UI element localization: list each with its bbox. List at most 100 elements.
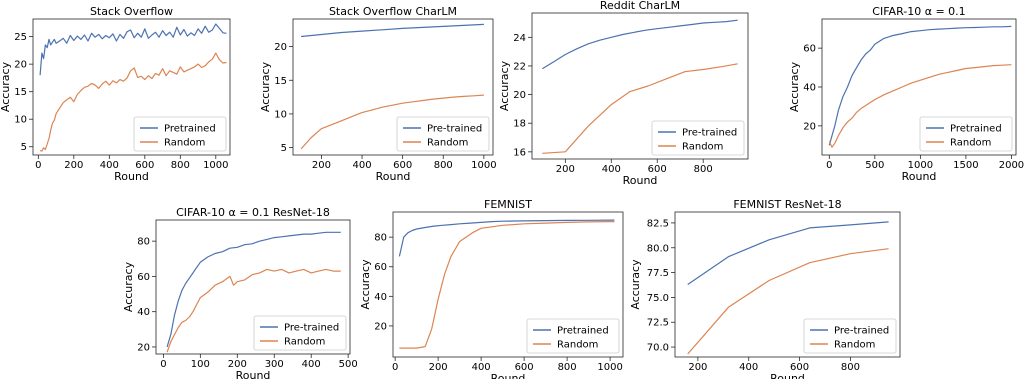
y-axis-label: Accuracy bbox=[0, 61, 12, 112]
chart-title: CIFAR-10 α = 0.1 ResNet-18 bbox=[176, 206, 330, 219]
x-tick-label: 200 bbox=[228, 359, 247, 370]
y-axis-label: Accuracy bbox=[788, 61, 801, 112]
x-tick-label: 300 bbox=[265, 359, 284, 370]
series-line bbox=[300, 94, 484, 150]
x-axis-label: Round bbox=[114, 170, 149, 183]
legend: Pre-trained Random bbox=[803, 318, 897, 354]
x-tick-label: 600 bbox=[648, 164, 667, 175]
x-tick-label: 400 bbox=[739, 362, 758, 373]
y-axis-label: Accuracy bbox=[359, 259, 372, 310]
y-tick-label: 15 bbox=[274, 76, 287, 87]
series-line bbox=[542, 63, 738, 154]
x-tick-label: 200 bbox=[688, 362, 707, 373]
chart-title: Stack Overflow CharLM bbox=[329, 5, 457, 18]
x-tick-label: 200 bbox=[556, 164, 575, 175]
x-axis-label: Round bbox=[236, 369, 271, 379]
y-tick-label: 40 bbox=[374, 292, 387, 303]
axes-frame bbox=[32, 18, 231, 156]
y-tick-label: 24 bbox=[513, 33, 526, 44]
x-tick-label: 0 bbox=[392, 362, 398, 373]
x-tick-label: 800 bbox=[841, 362, 860, 373]
legend-label: Pre-trained bbox=[834, 326, 889, 337]
legend-label: Random bbox=[834, 340, 875, 351]
y-tick-label: 16 bbox=[513, 147, 526, 158]
chart-panel: 0 200 400 600 800 1000 20 40 60 80 FEMNIST Round Acc… bbox=[359, 198, 624, 379]
series-line bbox=[39, 52, 227, 152]
legend: Pre-trained Random bbox=[253, 315, 347, 351]
x-tick-label: 400 bbox=[352, 160, 371, 171]
x-tick-label: 600 bbox=[135, 160, 154, 171]
series-line bbox=[687, 248, 889, 355]
legend: Pretrained Random bbox=[919, 116, 1013, 152]
chart-title: FEMNIST ResNet-18 bbox=[733, 198, 841, 211]
axes-frame bbox=[674, 211, 901, 358]
y-tick-label: 40 bbox=[137, 307, 150, 318]
y-tick-label: 20 bbox=[14, 60, 27, 71]
x-tick-label: 500 bbox=[339, 359, 358, 370]
x-tick-label: 600 bbox=[393, 160, 412, 171]
chart-panel: 200 400 600 800 1000 5 10 15 20 Stack Overflow Ch… bbox=[259, 5, 497, 183]
x-axis-label: Round bbox=[902, 170, 937, 183]
x-tick-label: 2000 bbox=[999, 160, 1024, 171]
x-tick-label: 1000 bbox=[203, 160, 228, 171]
series-line bbox=[541, 19, 738, 70]
y-tick-label: 20 bbox=[137, 342, 150, 353]
chart-title: CIFAR-10 α = 0.1 bbox=[872, 5, 965, 18]
y-tick-label: 20 bbox=[274, 42, 287, 53]
legend-label: Random bbox=[427, 138, 468, 149]
x-tick-label: 1000 bbox=[908, 160, 933, 171]
x-tick-label: 400 bbox=[602, 164, 621, 175]
y-tick-label: 72.5 bbox=[647, 318, 669, 329]
x-tick-label: 600 bbox=[515, 362, 534, 373]
chart-panel: 0 200 400 600 800 1000 5 10 15 20 25 Stack Overflow… bbox=[0, 5, 231, 183]
legend: Pre-trained Random bbox=[651, 120, 745, 156]
y-tick-label: 75.0 bbox=[647, 293, 669, 304]
series-line bbox=[166, 268, 341, 353]
y-tick-label: 20 bbox=[374, 321, 387, 332]
x-tick-label: 400 bbox=[472, 362, 491, 373]
series-line bbox=[301, 23, 484, 38]
x-tick-label: 800 bbox=[171, 160, 190, 171]
chart-title: Reddit CharLM bbox=[600, 0, 680, 12]
x-tick-label: 0 bbox=[826, 160, 832, 171]
y-axis-label: Accuracy bbox=[259, 61, 272, 112]
y-tick-label: 5 bbox=[21, 142, 27, 153]
x-tick-label: 1000 bbox=[597, 362, 622, 373]
series-line bbox=[828, 25, 1012, 146]
legend: Pre-trained Random bbox=[396, 116, 490, 152]
series-line bbox=[398, 219, 615, 257]
legend-label: Pretrained bbox=[950, 124, 1002, 135]
x-tick-label: 800 bbox=[558, 362, 577, 373]
x-tick-label: 200 bbox=[312, 160, 331, 171]
x-tick-label: 500 bbox=[865, 160, 884, 171]
chart-title: FEMNIST bbox=[484, 198, 532, 211]
legend-label: Random bbox=[164, 138, 205, 149]
legend-label: Random bbox=[557, 340, 598, 351]
y-axis-label: Accuracy bbox=[629, 259, 642, 310]
y-tick-label: 82.5 bbox=[647, 218, 669, 229]
y-tick-label: 25 bbox=[14, 32, 27, 43]
chart-panel: 0 500 1000 1500 2000 20 40 60 CIFAR-10 α = 0.1 Ro… bbox=[788, 5, 1024, 183]
x-axis-label: Round bbox=[376, 170, 411, 183]
x-tick-label: 600 bbox=[790, 362, 809, 373]
y-tick-label: 60 bbox=[137, 272, 150, 283]
y-tick-label: 20 bbox=[803, 121, 816, 132]
legend-label: Random bbox=[950, 138, 991, 149]
legend-label: Pre-trained bbox=[284, 323, 339, 334]
chart-panel: 200 400 600 800 70.0 72.5 75.0 77.5 80.0 82.5 FEMN… bbox=[629, 198, 901, 379]
series-line bbox=[39, 23, 227, 76]
x-tick-label: 0 bbox=[160, 359, 166, 370]
axes-frame bbox=[531, 12, 749, 160]
x-tick-label: 200 bbox=[64, 160, 83, 171]
x-tick-label: 1000 bbox=[471, 160, 496, 171]
series-line bbox=[399, 221, 615, 349]
axes-frame bbox=[155, 219, 351, 355]
chart-panel: 200 400 600 800 16 18 20 22 24 Reddit CharLM Round… bbox=[498, 0, 749, 187]
legend-label: Pre-trained bbox=[427, 124, 482, 135]
series-line bbox=[166, 231, 341, 348]
y-tick-label: 15 bbox=[14, 87, 27, 98]
x-tick-label: 800 bbox=[694, 164, 713, 175]
y-tick-label: 70.0 bbox=[647, 343, 669, 354]
x-axis-label: Round bbox=[491, 372, 526, 379]
x-tick-label: 100 bbox=[191, 359, 210, 370]
